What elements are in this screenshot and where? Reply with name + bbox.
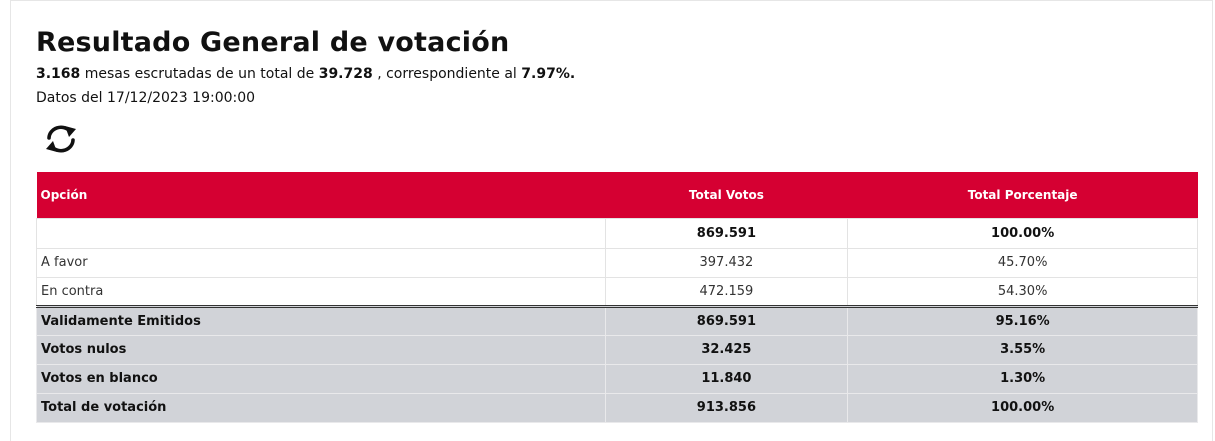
column-header-total-porcentaje: Total Porcentaje — [847, 172, 1198, 218]
table-row-total-options: 869.591 100.00% — [36, 217, 1198, 249]
date-value: 17/12/2023 19:00:00 — [107, 90, 256, 106]
refresh-icon[interactable] — [43, 123, 79, 155]
cell-votes: 397.432 — [604, 247, 849, 278]
cell-option — [36, 217, 606, 249]
cell-percent: 100.00% — [847, 217, 1198, 249]
cell-option: Votos nulos — [36, 334, 606, 365]
date-prefix: Datos del — [36, 90, 103, 106]
column-header-opcion: Opción — [36, 172, 606, 218]
table-row: En contra 472.159 54.30% — [36, 276, 1198, 307]
table-row-summary: Votos nulos 32.425 3.55% — [36, 334, 1198, 365]
cell-votes: 11.840 — [604, 363, 849, 394]
cell-percent: 1.30% — [847, 363, 1198, 394]
table-row-summary: Votos en blanco 11.840 1.30% — [36, 363, 1198, 394]
table-row-summary: Validamente Emitidos 869.591 95.16% — [36, 304, 1198, 336]
results-card: Resultado General de votación 3.168 mesa… — [10, 0, 1213, 441]
column-header-total-votos: Total Votos — [605, 172, 848, 218]
cell-option: Votos en blanco — [36, 363, 606, 394]
summary-text-middle: mesas escrutadas de un total de — [84, 66, 315, 82]
cell-percent: 95.16% — [847, 304, 1198, 336]
cell-percent: 3.55% — [847, 334, 1198, 365]
cell-votes: 869.591 — [604, 217, 849, 249]
results-table: Opción Total Votos Total Porcentaje 869.… — [36, 172, 1198, 423]
cell-percent: 45.70% — [847, 247, 1198, 278]
mesas-total: 39.728 — [318, 66, 373, 82]
data-timestamp: Datos del 17/12/2023 19:00:00 — [36, 90, 255, 106]
page-title: Resultado General de votación — [36, 27, 510, 58]
scrutiny-summary: 3.168 mesas escrutadas de un total de 39… — [36, 66, 575, 82]
cell-option: Total de votación — [36, 392, 606, 423]
scrutiny-percentage: 7.97%. — [521, 66, 576, 82]
table-row: A favor 397.432 45.70% — [36, 247, 1198, 278]
cell-votes: 869.591 — [604, 304, 849, 336]
cell-percent: 54.30% — [847, 276, 1198, 307]
cell-votes: 32.425 — [604, 334, 849, 365]
cell-option: Validamente Emitidos — [36, 304, 606, 336]
summary-text-after: , correspondiente al — [377, 66, 517, 82]
mesas-escrutadas: 3.168 — [36, 66, 81, 82]
table-header-row: Opción Total Votos Total Porcentaje — [36, 172, 1198, 218]
cell-votes: 913.856 — [604, 392, 849, 423]
table-row-summary: Total de votación 913.856 100.00% — [36, 392, 1198, 423]
cell-votes: 472.159 — [604, 276, 849, 307]
cell-percent: 100.00% — [847, 392, 1198, 423]
cell-option: A favor — [36, 247, 606, 278]
cell-option: En contra — [36, 276, 606, 307]
